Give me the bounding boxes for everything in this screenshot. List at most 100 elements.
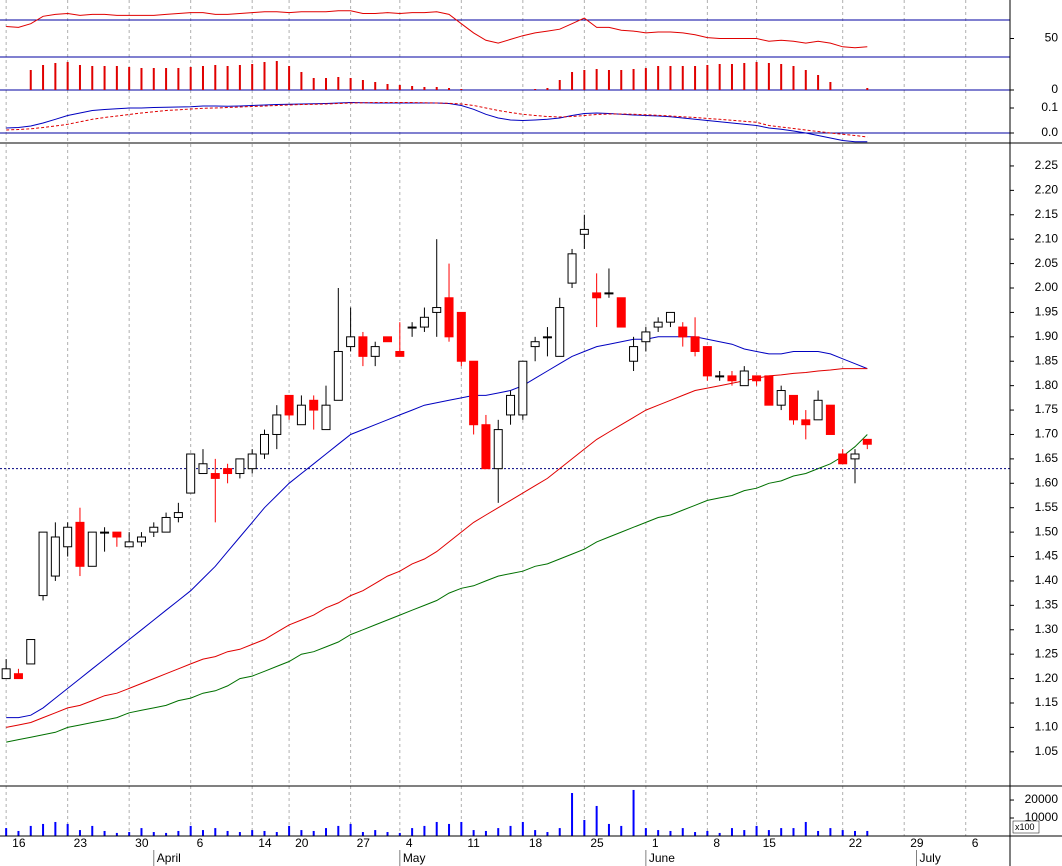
bar [42, 823, 45, 836]
bar [103, 66, 106, 90]
bar [214, 65, 217, 90]
bar [595, 69, 598, 90]
y-tick-label: 1.15 [1035, 695, 1059, 709]
bar [386, 832, 389, 836]
bar [497, 828, 500, 836]
bar [583, 819, 586, 836]
bar [78, 830, 81, 836]
candle-body [26, 639, 36, 665]
moving-average [6, 368, 868, 728]
x-tick-label: 29 [910, 836, 924, 850]
bar [423, 825, 426, 836]
x-tick-label: 8 [713, 836, 720, 850]
bar [866, 830, 869, 836]
x-tick-label: 6 [972, 836, 979, 850]
bar [17, 830, 20, 836]
bar [620, 70, 623, 90]
x-tick-label: 4 [406, 836, 413, 850]
candle-body [555, 307, 565, 357]
bar [349, 78, 352, 90]
moving-average [6, 336, 868, 719]
bar [128, 67, 131, 90]
month-label: June [649, 851, 675, 865]
y-tick-label: 1.25 [1035, 646, 1059, 660]
bar [706, 830, 709, 836]
bar [571, 72, 574, 90]
bar [730, 64, 733, 90]
candle-body [38, 531, 48, 597]
bar [632, 789, 635, 836]
candle-body [493, 429, 503, 470]
y-tick-label: 2.05 [1035, 256, 1059, 270]
bar [177, 830, 180, 836]
bar [238, 832, 241, 836]
bar [361, 832, 364, 836]
bar [607, 823, 610, 836]
x-tick-label: 1 [652, 836, 659, 850]
bar [767, 830, 770, 836]
x-tick-label: 14 [258, 836, 272, 850]
candle-body [518, 360, 528, 416]
bar [103, 830, 106, 836]
bar [66, 823, 69, 836]
x-tick-label: 18 [529, 836, 543, 850]
candle-body [13, 673, 23, 680]
bar [767, 63, 770, 90]
bar [312, 78, 315, 90]
bar [5, 828, 8, 836]
candle-body [100, 531, 110, 534]
bar [312, 830, 315, 836]
month-label: May [403, 851, 426, 865]
y-tick-label: 0 [1051, 82, 1058, 96]
bar [337, 77, 340, 90]
candle-body [309, 399, 319, 411]
candle-body [653, 321, 663, 328]
candle-body [604, 292, 614, 295]
candle-body [567, 253, 577, 284]
candle-body [739, 370, 749, 387]
bar [115, 832, 118, 836]
bar [189, 825, 192, 836]
bar [398, 832, 401, 836]
bar [411, 86, 414, 90]
bar [423, 87, 426, 90]
candle-body [149, 526, 159, 533]
y-tick-label: 1.75 [1035, 402, 1059, 416]
bar [681, 66, 684, 90]
y-tick-label: 1.05 [1035, 744, 1059, 758]
candle-body [173, 512, 183, 518]
month-label: July [920, 851, 941, 865]
y-tick-label: 20000 [1025, 792, 1059, 806]
bar [29, 70, 32, 90]
candle-body [161, 516, 171, 533]
candle-body [87, 531, 97, 567]
bar [558, 80, 561, 90]
candle-body [641, 331, 651, 343]
bar [398, 85, 401, 90]
bar [349, 823, 352, 836]
bar [448, 88, 451, 90]
bar [484, 830, 487, 836]
bar [78, 65, 81, 90]
bar [804, 70, 807, 90]
bar [201, 66, 204, 90]
bar [226, 830, 229, 836]
y-tick-label: 1.80 [1035, 378, 1059, 392]
bar [595, 805, 598, 836]
bar [718, 64, 721, 90]
bar [657, 830, 660, 836]
x-tick-label: 11 [467, 836, 480, 850]
bar [644, 68, 647, 90]
candle-body [419, 316, 429, 328]
bar [288, 66, 291, 90]
bar [263, 62, 266, 90]
bar [792, 66, 795, 90]
candle-body [456, 311, 466, 362]
bar [694, 66, 697, 90]
candle-body [702, 346, 712, 377]
y-tick-label: 2.15 [1035, 207, 1059, 221]
month-label: April [157, 851, 181, 865]
candle-body [481, 424, 491, 470]
y-tick-label: 1.95 [1035, 305, 1059, 319]
